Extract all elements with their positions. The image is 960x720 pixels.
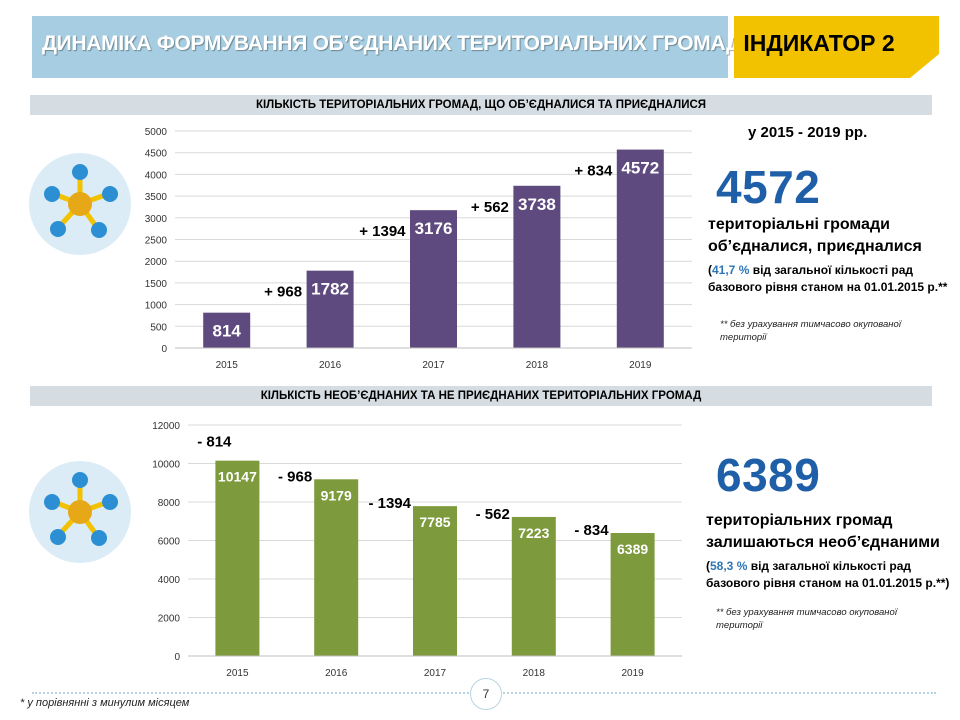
y-tick-label: 0 bbox=[174, 652, 180, 663]
change-annotation: - 968 bbox=[278, 468, 312, 485]
change-annotation: - 562 bbox=[476, 506, 510, 523]
unjoined-total: 6389 bbox=[716, 449, 821, 501]
y-tick-label: 4500 bbox=[145, 149, 168, 160]
unjoined-percent-text: від загальної кількості рад bbox=[747, 559, 911, 573]
x-tick-label: 2017 bbox=[422, 360, 445, 371]
section2-title: КІЛЬКІСТЬ НЕОБ’ЄДНАНИХ ТА НЕ ПРИЄДНАНИХ … bbox=[30, 386, 932, 406]
joined-desc-line2: об’єдналися, приєдналися bbox=[708, 238, 922, 255]
unjoined-desc-line2: залишаються необ’єднаними bbox=[706, 534, 940, 551]
y-tick-label: 1500 bbox=[145, 279, 168, 290]
change-annotation: - 1394 bbox=[368, 495, 411, 512]
joined-percent-text: від загальної кількості рад bbox=[749, 263, 913, 277]
unjoined-note-line2: території bbox=[716, 620, 763, 631]
unjoined-note-line1: ** без урахування тимчасово окупованої bbox=[716, 607, 897, 618]
bar bbox=[616, 149, 664, 348]
y-tick-label: 8000 bbox=[158, 498, 181, 509]
y-tick-label: 0 bbox=[161, 344, 167, 355]
chart-unjoined-communities: 0 2000 4000 6000 8000 10000 12000 2015 10147 - 81… bbox=[152, 421, 682, 679]
paren: ( bbox=[706, 559, 710, 573]
change-annotation: + 968 bbox=[264, 284, 302, 301]
unjoined-description: територіальних громад залишаються необ’є… bbox=[706, 510, 940, 554]
data-label: 1782 bbox=[311, 280, 349, 299]
joined-percent-block: (41,7 % від загальної кількості рад базо… bbox=[708, 262, 947, 296]
y-tick-label: 4000 bbox=[145, 170, 168, 181]
bar bbox=[513, 185, 561, 348]
network-hub-icon bbox=[29, 461, 131, 563]
x-tick-label: 2017 bbox=[424, 668, 447, 679]
joined-note-line1: ** без урахування тимчасово окупованої bbox=[720, 319, 901, 330]
x-tick-label: 2018 bbox=[526, 360, 549, 371]
bar bbox=[410, 210, 457, 348]
change-annotation: - 814 bbox=[197, 434, 232, 451]
data-label: 6389 bbox=[617, 541, 648, 557]
paren: ( bbox=[708, 263, 712, 277]
unjoined-percent-line2: базового рівня станом на 01.01.2015 р.**… bbox=[706, 576, 950, 590]
y-tick-label: 500 bbox=[150, 322, 167, 333]
y-tick-label: 10000 bbox=[152, 460, 180, 471]
y-tick-label: 2000 bbox=[158, 614, 181, 625]
unjoined-desc-line1: територіальних громад bbox=[706, 512, 893, 529]
joined-note: ** без урахування тимчасово окупованої т… bbox=[720, 318, 901, 344]
x-tick-label: 2016 bbox=[319, 360, 342, 371]
joined-desc-line1: територіальні громади bbox=[708, 216, 890, 233]
bar bbox=[610, 533, 655, 656]
unjoined-percent-block: (58,3 % від загальної кількості рад базо… bbox=[706, 558, 949, 592]
y-tick-label: 12000 bbox=[152, 421, 180, 432]
y-tick-label: 6000 bbox=[158, 537, 181, 548]
network-hub-icon bbox=[29, 153, 131, 255]
change-annotation: + 834 bbox=[574, 163, 613, 180]
x-tick-label: 2016 bbox=[325, 668, 348, 679]
data-label: 10147 bbox=[218, 469, 257, 485]
x-tick-label: 2015 bbox=[216, 360, 239, 371]
change-annotation: - 834 bbox=[574, 522, 609, 539]
change-annotation: + 562 bbox=[471, 199, 509, 216]
chart-joined-communities: 0 500 1000 1500 2000 2500 3000 3500 4000 4500 5000… bbox=[145, 127, 692, 371]
indicator-box: ІНДИКАТОР 2 bbox=[734, 16, 939, 78]
x-tick-label: 2019 bbox=[621, 668, 644, 679]
bar bbox=[314, 479, 359, 656]
joined-note-line2: території bbox=[720, 332, 767, 343]
page-number: 7 bbox=[470, 678, 502, 710]
data-label: 3738 bbox=[518, 195, 556, 214]
unjoined-percent: 58,3 % bbox=[710, 559, 748, 573]
y-tick-label: 1000 bbox=[145, 301, 168, 312]
period-label: у 2015 - 2019 рр. bbox=[748, 124, 868, 141]
x-tick-label: 2019 bbox=[629, 360, 652, 371]
section1-title: КІЛЬКІСТЬ ТЕРИТОРІАЛЬНИХ ГРОМАД, ЩО ОБ’Є… bbox=[30, 95, 932, 115]
change-annotation: + 1394 bbox=[359, 223, 406, 240]
unjoined-note: ** без урахування тимчасово окупованої т… bbox=[716, 606, 897, 632]
x-tick-label: 2018 bbox=[523, 668, 546, 679]
y-tick-label: 2000 bbox=[145, 257, 168, 268]
data-label: 814 bbox=[213, 322, 242, 341]
data-label: 7223 bbox=[518, 525, 549, 541]
footnote: * у порівнянні з минулим місяцем bbox=[20, 697, 190, 709]
bar bbox=[511, 516, 556, 656]
x-tick-label: 2015 bbox=[226, 668, 249, 679]
y-tick-label: 3000 bbox=[145, 214, 168, 225]
data-label: 3176 bbox=[415, 219, 453, 238]
y-tick-label: 2500 bbox=[145, 236, 168, 247]
data-label: 4572 bbox=[621, 159, 659, 178]
data-label: 9179 bbox=[321, 487, 352, 503]
y-tick-label: 3500 bbox=[145, 192, 168, 203]
bar bbox=[413, 506, 457, 656]
y-tick-label: 5000 bbox=[145, 127, 168, 138]
y-tick-label: 4000 bbox=[158, 575, 181, 586]
title-banner: ДИНАМІКА ФОРМУВАННЯ ОБ’ЄДНАНИХ ТЕРИТОРІА… bbox=[32, 16, 741, 78]
bar bbox=[203, 312, 251, 348]
data-label: 7785 bbox=[419, 514, 450, 530]
bar bbox=[306, 270, 354, 348]
joined-percent-line2: базового рівня станом на 01.01.2015 р.** bbox=[708, 280, 948, 294]
page-title: ДИНАМІКА ФОРМУВАННЯ ОБ’ЄДНАНИХ ТЕРИТОРІА… bbox=[42, 32, 741, 55]
joined-percent: 41,7 % bbox=[712, 263, 750, 277]
joined-description: територіальні громади об’єдналися, приєд… bbox=[708, 214, 922, 258]
indicator-label: ІНДИКАТОР 2 bbox=[743, 30, 895, 56]
joined-total: 4572 bbox=[716, 161, 821, 213]
bar bbox=[215, 460, 260, 656]
indicator-corner-fold bbox=[910, 54, 939, 78]
